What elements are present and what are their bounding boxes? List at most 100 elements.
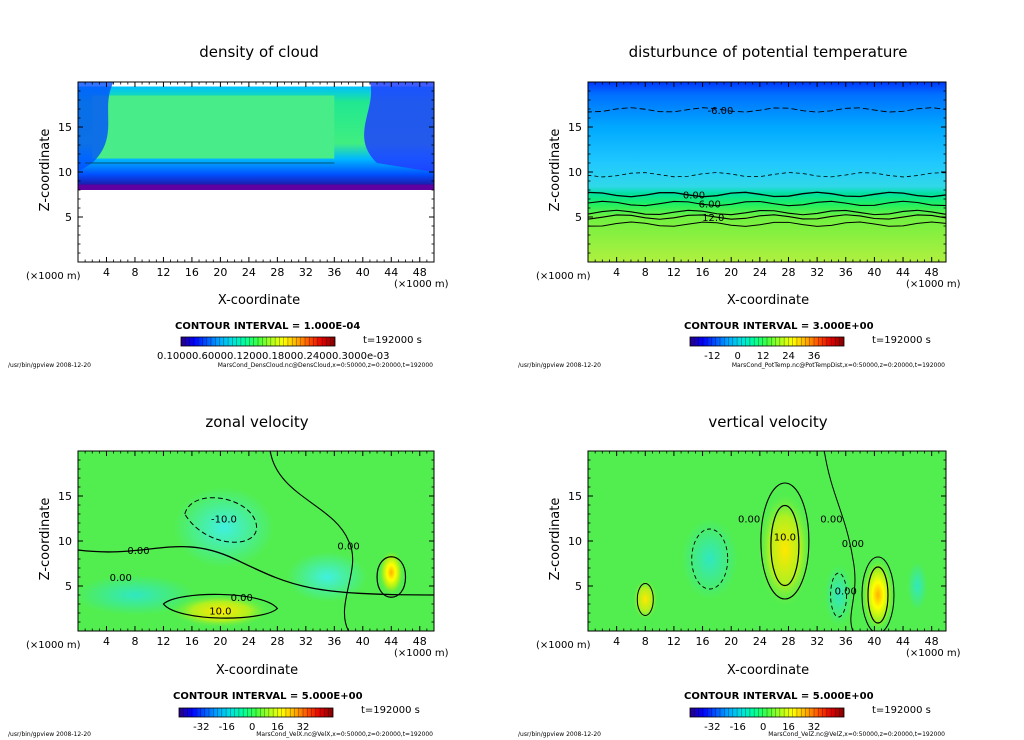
chart-panel-4: 10.00.00 0.000.000.004 8 12 16 20 24 28 32 36 40 44… [518, 413, 961, 738]
contour-line [376, 556, 407, 598]
x-tick-label: 32 [299, 266, 313, 279]
negative-core [78, 575, 195, 615]
x-tick-label: 44 [384, 635, 398, 648]
y-tick-label: 15 [568, 121, 582, 134]
x-tick-label: 12 [156, 266, 170, 279]
contour-label: 0.00 [738, 515, 760, 526]
x-tick-label: 48 [413, 266, 427, 279]
footer-source: MarsCond_DensCloud.nc@DensCloud,x=0:5000… [218, 362, 433, 369]
colorbar-tick-label: 32 [297, 722, 310, 733]
chart-title: zonal velocity [205, 413, 308, 431]
footer-path: /usr/bin/gpview 2008-12-20 [518, 731, 601, 738]
contour-label: 0.00 [110, 573, 132, 584]
x-tick-label: 12 [667, 635, 681, 648]
y-tick-label: 5 [575, 211, 582, 224]
negative-core [287, 552, 368, 602]
x-axis-label: X-coordinate [218, 293, 300, 308]
y-axis-label: Z-coordinate [548, 498, 563, 581]
negative-core [824, 565, 853, 625]
x-tick-label: 48 [925, 635, 939, 648]
x-tick-label: 4 [613, 635, 620, 648]
contour-label: 6.00 [699, 200, 721, 211]
cloud-core [92, 95, 335, 159]
footer-path: /usr/bin/gpview 2008-12-20 [8, 731, 91, 738]
x-tick-label: 12 [156, 635, 170, 648]
footer-path: /usr/bin/gpview 2008-12-20 [8, 362, 91, 369]
colorbar-tick-label: 32 [808, 722, 821, 733]
x-tick-label: 16 [185, 266, 199, 279]
colorbar-tick-label: 0 [735, 351, 741, 362]
contour-label: 0.00 [842, 539, 864, 550]
x-tick-label: 28 [781, 266, 795, 279]
x-tick-label: 8 [642, 635, 649, 648]
x-unit-label-right: (×1000 m) [906, 279, 961, 290]
x-tick-label: 32 [810, 266, 824, 279]
y-axis-label: Z-coordinate [548, 129, 563, 212]
negative-core [907, 562, 928, 610]
contour-label: 0.00 [820, 515, 842, 526]
negative-core [681, 519, 738, 599]
positive-core [172, 595, 269, 628]
contour-line [78, 545, 434, 596]
footer-source: MarsCond_VelZ.nc@VelZ,x=0:50000,z=0:2000… [768, 731, 945, 738]
x-tick-label: 8 [642, 266, 649, 279]
x-tick-label: 20 [724, 266, 738, 279]
x-tick-label: 20 [724, 635, 738, 648]
heatmap-field [78, 451, 434, 631]
contour-label: 0.00 [835, 587, 857, 598]
y-axis-label: Z-coordinate [38, 129, 53, 212]
contour-label: -10.0 [211, 515, 237, 526]
contour-interval: CONTOUR INTERVAL = 1.000E-04 [175, 321, 360, 332]
x-tick-label: 24 [242, 266, 256, 279]
y-tick-label: 15 [58, 490, 72, 503]
cloud-base [78, 184, 434, 190]
x-tick-label: 44 [384, 266, 398, 279]
x-tick-label: 16 [696, 635, 710, 648]
x-unit-label-right: (×1000 m) [394, 279, 449, 290]
x-tick-label: 40 [867, 635, 881, 648]
x-tick-label: 20 [213, 635, 227, 648]
contour-line [867, 566, 889, 624]
contour-interval: CONTOUR INTERVAL = 5.000E+00 [173, 691, 363, 702]
x-unit-label-left: (×1000 m) [26, 271, 81, 282]
x-tick-label: 16 [185, 635, 199, 648]
x-unit-label-right: (×1000 m) [906, 648, 961, 659]
x-tick-label: 24 [753, 266, 767, 279]
contour-line [691, 528, 729, 590]
x-tick-label: 44 [896, 635, 910, 648]
contour-line [588, 191, 946, 198]
colorbar-tick-label: 12 [757, 351, 770, 362]
x-axis-label: X-coordinate [216, 663, 298, 678]
x-axis-label: X-coordinate [727, 293, 809, 308]
x-tick-label: 36 [327, 266, 341, 279]
heatmap-field [588, 451, 946, 631]
time-label: t=192000 s [361, 705, 420, 716]
colorbar-tick-label: 24 [782, 351, 795, 362]
contour-label: 0.00 [683, 191, 705, 202]
contour-label: 10.0 [774, 533, 796, 544]
cloud-edge-left [78, 82, 114, 172]
contour-line [588, 107, 946, 113]
colorbar-tick-label: 0 [760, 722, 766, 733]
y-tick-label: 15 [58, 121, 72, 134]
cloud-edge-right [364, 82, 434, 172]
time-label: t=192000 s [363, 335, 422, 346]
contour-line [269, 451, 354, 631]
x-tick-label: 32 [299, 635, 313, 648]
footer-source: MarsCond_VelX.nc@VelX,x=0:50000,z=0:2000… [256, 731, 433, 738]
y-tick-label: 10 [568, 535, 582, 548]
x-unit-label-right: (×1000 m) [394, 648, 449, 659]
footer-path: /usr/bin/gpview 2008-12-20 [518, 362, 601, 369]
x-tick-label: 8 [131, 266, 138, 279]
colorbar-tick-label: 0 [249, 722, 255, 733]
contour-label: 0.00 [337, 542, 359, 553]
contour-line [830, 572, 848, 618]
chart-title: disturbunce of potential temperature [629, 43, 908, 61]
x-tick-label: 20 [213, 266, 227, 279]
x-tick-label: 44 [896, 266, 910, 279]
contour-line [636, 583, 654, 616]
y-tick-label: 15 [568, 490, 582, 503]
x-unit-label-left: (×1000 m) [536, 640, 591, 651]
contour-line [861, 556, 895, 631]
